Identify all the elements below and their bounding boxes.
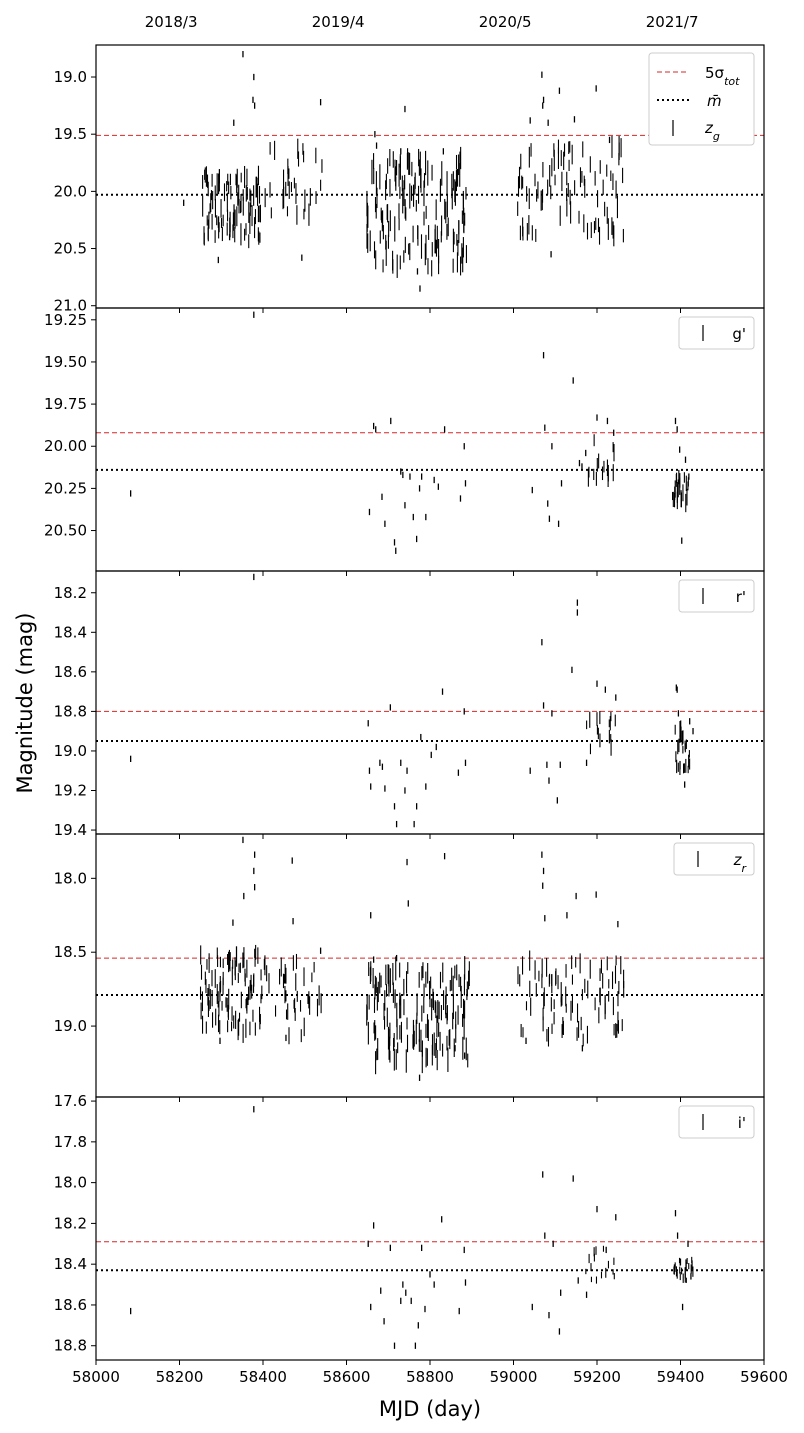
x-tick-label: 58200 bbox=[156, 1368, 204, 1386]
y-tick-label: 19.2 bbox=[54, 781, 87, 799]
y-tick-label: 19.0 bbox=[54, 1017, 87, 1035]
x-tick-label: 59400 bbox=[657, 1368, 705, 1386]
panel-i: 17.6 17.8 18.0 18.2 18.4 18.6 18.8 i' bbox=[54, 1092, 765, 1365]
legend-box bbox=[678, 579, 755, 613]
plot-area bbox=[96, 311, 764, 554]
y-tick-label: 19.0 bbox=[54, 68, 87, 86]
y-tick-label: 18.8 bbox=[54, 1337, 87, 1355]
x-tick-label: 58800 bbox=[406, 1368, 454, 1386]
y-tick-label: 20.00 bbox=[44, 437, 87, 455]
x-tick-label: 58600 bbox=[323, 1368, 371, 1386]
y-tick-label: 20.0 bbox=[54, 182, 87, 200]
x-axis-label: MJD (day) bbox=[379, 1397, 481, 1421]
y-tick-label: 17.6 bbox=[54, 1092, 87, 1110]
legend: i' bbox=[678, 1105, 755, 1139]
panel-frame bbox=[95, 1096, 765, 1361]
legend-series-label: g' bbox=[732, 325, 746, 343]
y-tick-label: 20.5 bbox=[54, 240, 87, 258]
x-tick-label: 59200 bbox=[573, 1368, 621, 1386]
panel-frame bbox=[95, 833, 765, 1098]
y-tick-label: 17.8 bbox=[54, 1133, 87, 1151]
panels: 19.019.520.020.521.05σtotm̄zg19.2519.501… bbox=[44, 44, 765, 1365]
y-tick-label: 18.0 bbox=[54, 869, 87, 887]
y-tick-label: 20.25 bbox=[44, 479, 87, 497]
plot-area bbox=[96, 836, 764, 1081]
legend-series-subscript: g bbox=[713, 130, 720, 143]
date-label: 2021/7 bbox=[646, 13, 699, 31]
y-tick-label: 18.0 bbox=[54, 1174, 87, 1192]
x-tick-label: 59000 bbox=[490, 1368, 538, 1386]
y-tick-label: 19.25 bbox=[44, 311, 87, 329]
legend-sigma-subscript: tot bbox=[724, 75, 740, 88]
legend-series-label: i' bbox=[738, 1114, 746, 1132]
x-axis: 58000 58200 58400 58600 58800 59000 59200 59400… bbox=[72, 1368, 788, 1386]
y-tick-label: 19.75 bbox=[44, 395, 87, 413]
date-label: 2020/5 bbox=[479, 13, 532, 31]
legend: zr bbox=[673, 842, 755, 876]
x-tick-label: 58400 bbox=[239, 1368, 287, 1386]
panel-g: 19.25 19.50 19.75 20.00 20.25 20.50 g' bbox=[44, 307, 765, 576]
y-tick-label: 19.4 bbox=[54, 821, 87, 839]
panel-frame bbox=[95, 570, 765, 835]
x-tick-label: 58000 bbox=[72, 1368, 120, 1386]
panel-frame bbox=[95, 307, 765, 572]
y-tick-label: 19.5 bbox=[54, 125, 87, 143]
panel-zr: 18.0 18.5 19.0 zr bbox=[54, 833, 765, 1102]
y-tick-label: 19.50 bbox=[44, 353, 87, 371]
secondary-date-axis: 2018/3 2019/4 2020/5 2021/7 bbox=[145, 13, 699, 31]
x-tick-label: 59600 bbox=[740, 1368, 788, 1386]
legend-series-subscript: r bbox=[741, 862, 747, 875]
y-tick-label: 21.0 bbox=[54, 297, 87, 315]
y-tick-label: 18.2 bbox=[54, 1214, 87, 1232]
plot-area bbox=[96, 50, 764, 292]
legend-series-label: r' bbox=[736, 588, 746, 606]
y-tick-label: 18.5 bbox=[54, 943, 87, 961]
y-tick-label: 20.50 bbox=[44, 522, 87, 540]
legend: g' bbox=[678, 316, 755, 350]
y-tick-label: 18.2 bbox=[54, 584, 87, 602]
legend: r' bbox=[678, 579, 755, 613]
date-label: 2019/4 bbox=[312, 13, 365, 31]
legend-mean-label: m̄ bbox=[707, 92, 722, 110]
plot-area bbox=[96, 1106, 764, 1349]
y-axis-label: Magnitude (mag) bbox=[13, 613, 37, 794]
legend-box bbox=[673, 842, 755, 876]
plot-area bbox=[96, 573, 764, 828]
legend-box bbox=[648, 52, 755, 146]
y-tick-label: 19.0 bbox=[54, 742, 87, 760]
y-tick-label: 18.8 bbox=[54, 702, 87, 720]
y-tick-label: 18.4 bbox=[54, 1255, 87, 1273]
legend-box bbox=[678, 1105, 755, 1139]
y-tick-label: 18.6 bbox=[54, 663, 87, 681]
y-tick-label: 18.4 bbox=[54, 623, 87, 641]
panel-r: 18.2 18.4 18.6 18.8 19.0 19.2 19.4 r' bbox=[54, 570, 765, 839]
y-tick-label: 18.6 bbox=[54, 1296, 87, 1314]
legend-box bbox=[678, 316, 755, 350]
date-label: 2018/3 bbox=[145, 13, 198, 31]
